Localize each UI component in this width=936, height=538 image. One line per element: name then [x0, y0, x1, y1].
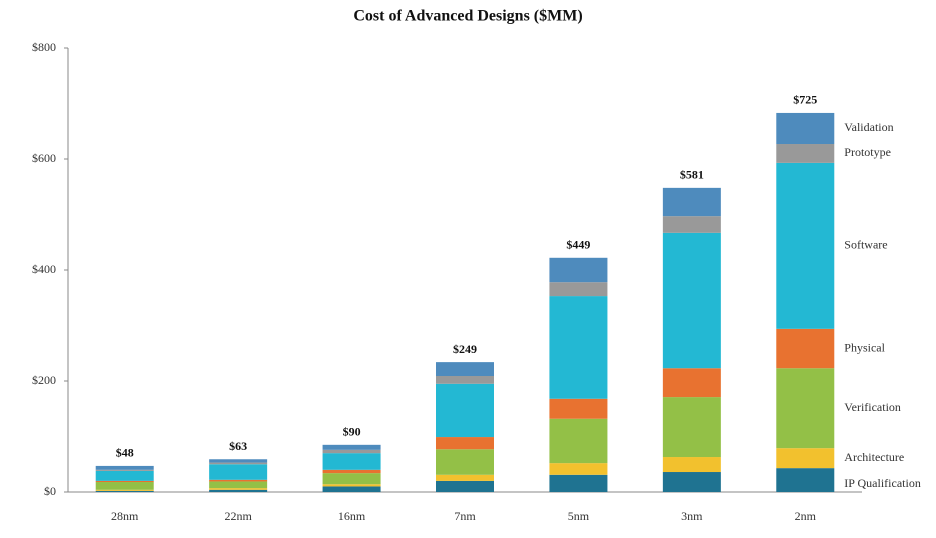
total-label: $725 [793, 93, 817, 107]
bar-segment [322, 444, 381, 450]
bar-segment [776, 162, 835, 329]
x-tick-label: 22nm [224, 509, 252, 523]
bar-segment [662, 187, 721, 217]
bar-segment [549, 463, 608, 475]
x-tick-label: 2nm [795, 509, 817, 523]
bar-segment [95, 465, 154, 470]
series-label: Physical [844, 340, 885, 354]
bar-segment [776, 468, 835, 492]
bar-segment [209, 459, 268, 463]
y-tick-label: $0 [44, 484, 56, 498]
bar-segment [776, 448, 835, 469]
x-tick-label: 7nm [454, 509, 476, 523]
bar-segment [662, 457, 721, 473]
bar-segment [95, 482, 154, 490]
series-label: Validation [844, 120, 893, 134]
bar-segment [549, 418, 608, 464]
bar-segment [322, 453, 381, 470]
total-label: $249 [453, 342, 477, 356]
series-label: Prototype [844, 145, 891, 159]
total-label: $90 [343, 425, 361, 439]
bar-segment [436, 437, 494, 450]
bar-segment [436, 449, 494, 475]
bar-segment [322, 484, 381, 487]
bar-segment [322, 449, 381, 454]
bar-segment [436, 474, 494, 481]
bar-segment [662, 397, 721, 458]
y-tick-label: $800 [32, 40, 56, 54]
bar-segment [549, 398, 608, 419]
bar-segment [436, 376, 494, 384]
y-tick-label: $400 [32, 262, 56, 276]
bar-segment [549, 474, 608, 492]
bar-segment [549, 296, 608, 399]
total-label: $449 [566, 238, 590, 252]
total-label: $63 [229, 439, 247, 453]
bar-segment [776, 328, 835, 369]
bar-segment [549, 282, 608, 297]
total-label: $48 [116, 446, 134, 460]
bar-segment [209, 488, 268, 490]
y-tick-label: $600 [32, 151, 56, 165]
bar-segment [776, 112, 835, 145]
bar-segment [549, 257, 608, 283]
bar-segment [322, 486, 381, 492]
y-tick-label: $200 [32, 373, 56, 387]
total-label: $581 [680, 168, 704, 182]
series-label: Verification [844, 400, 901, 414]
bar-segment [322, 473, 381, 485]
series-label: Architecture [844, 450, 904, 464]
bar-segment [662, 472, 721, 492]
bar-segment [436, 383, 494, 438]
bar-segment [209, 462, 268, 465]
series-label: IP Qualification [844, 476, 921, 490]
bar-segment [95, 469, 154, 471]
bar-segment [436, 480, 494, 492]
bar-segment [209, 464, 268, 480]
bar-segment [95, 490, 154, 492]
x-tick-label: 16nm [338, 509, 366, 523]
bar-segment [209, 481, 268, 489]
bar-segment [209, 489, 268, 492]
bar-segment [776, 368, 835, 449]
bar-segment [95, 489, 154, 491]
bar-segment [662, 232, 721, 369]
x-tick-label: 3nm [681, 509, 703, 523]
bar-segment [662, 368, 721, 398]
bar-segment [662, 216, 721, 233]
bar-segment [95, 470, 154, 481]
bar-segment [436, 362, 494, 377]
bar-segment [209, 479, 268, 482]
bar-segment [322, 469, 381, 474]
x-tick-label: 28nm [111, 509, 139, 523]
bar-segment [95, 480, 154, 483]
series-label: Software [844, 238, 887, 252]
x-tick-label: 5nm [568, 509, 590, 523]
chart-title: Cost of Advanced Designs ($MM) [353, 8, 582, 25]
bar-segment [776, 144, 835, 163]
